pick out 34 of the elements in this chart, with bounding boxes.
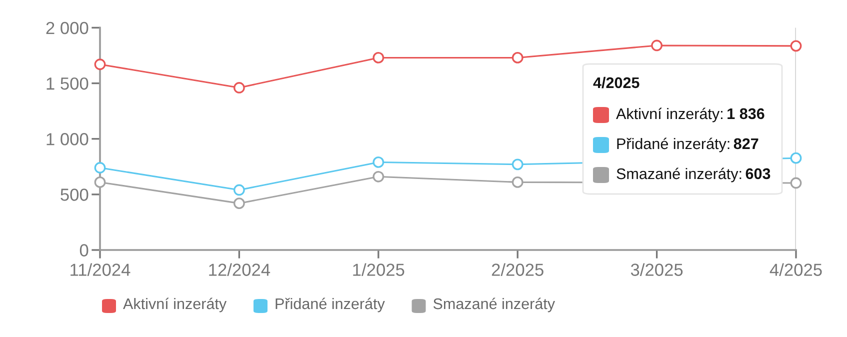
legend-label: Smazané inzeráty [433, 298, 556, 312]
point [94, 162, 106, 174]
y-tick-label: 500 [60, 188, 88, 201]
x-tick-label: 12/2024 [209, 263, 270, 276]
x-tick-label: 4/2025 [770, 263, 822, 276]
point [372, 170, 384, 182]
legend-label: Přidané inzeráty [276, 298, 385, 312]
annotation: Smazané inzeráty: 603 [616, 168, 770, 182]
y-tick-label: 1 500 [46, 77, 88, 90]
point [372, 156, 384, 168]
point [372, 52, 384, 64]
point [651, 40, 662, 52]
point [94, 58, 106, 70]
legend-label: Aktivní inzeráty [123, 298, 227, 312]
annotation: Přidané inzeráty: 827 [617, 138, 758, 152]
y-tick-label: 1 000 [46, 133, 88, 146]
point [790, 177, 802, 189]
x-tick-label: 3/2025 [630, 263, 683, 276]
x-tick-label: 11/2024 [70, 263, 130, 276]
point [790, 152, 802, 164]
point [94, 176, 106, 188]
point [234, 198, 245, 210]
point [512, 52, 524, 64]
point [234, 184, 245, 196]
y-tick-label: 2 000 [46, 22, 88, 34]
annotation: 4/2025 [593, 76, 640, 88]
point [512, 176, 524, 188]
point [790, 40, 802, 52]
x-tick-label: 1/2025 [353, 263, 404, 276]
y-tick-label: 0 [80, 244, 88, 256]
point [512, 158, 524, 170]
point [234, 82, 245, 94]
x-tick-label: 2/2025 [492, 263, 544, 276]
annotation: Aktivní inzeráty: 1 836 [616, 108, 764, 122]
